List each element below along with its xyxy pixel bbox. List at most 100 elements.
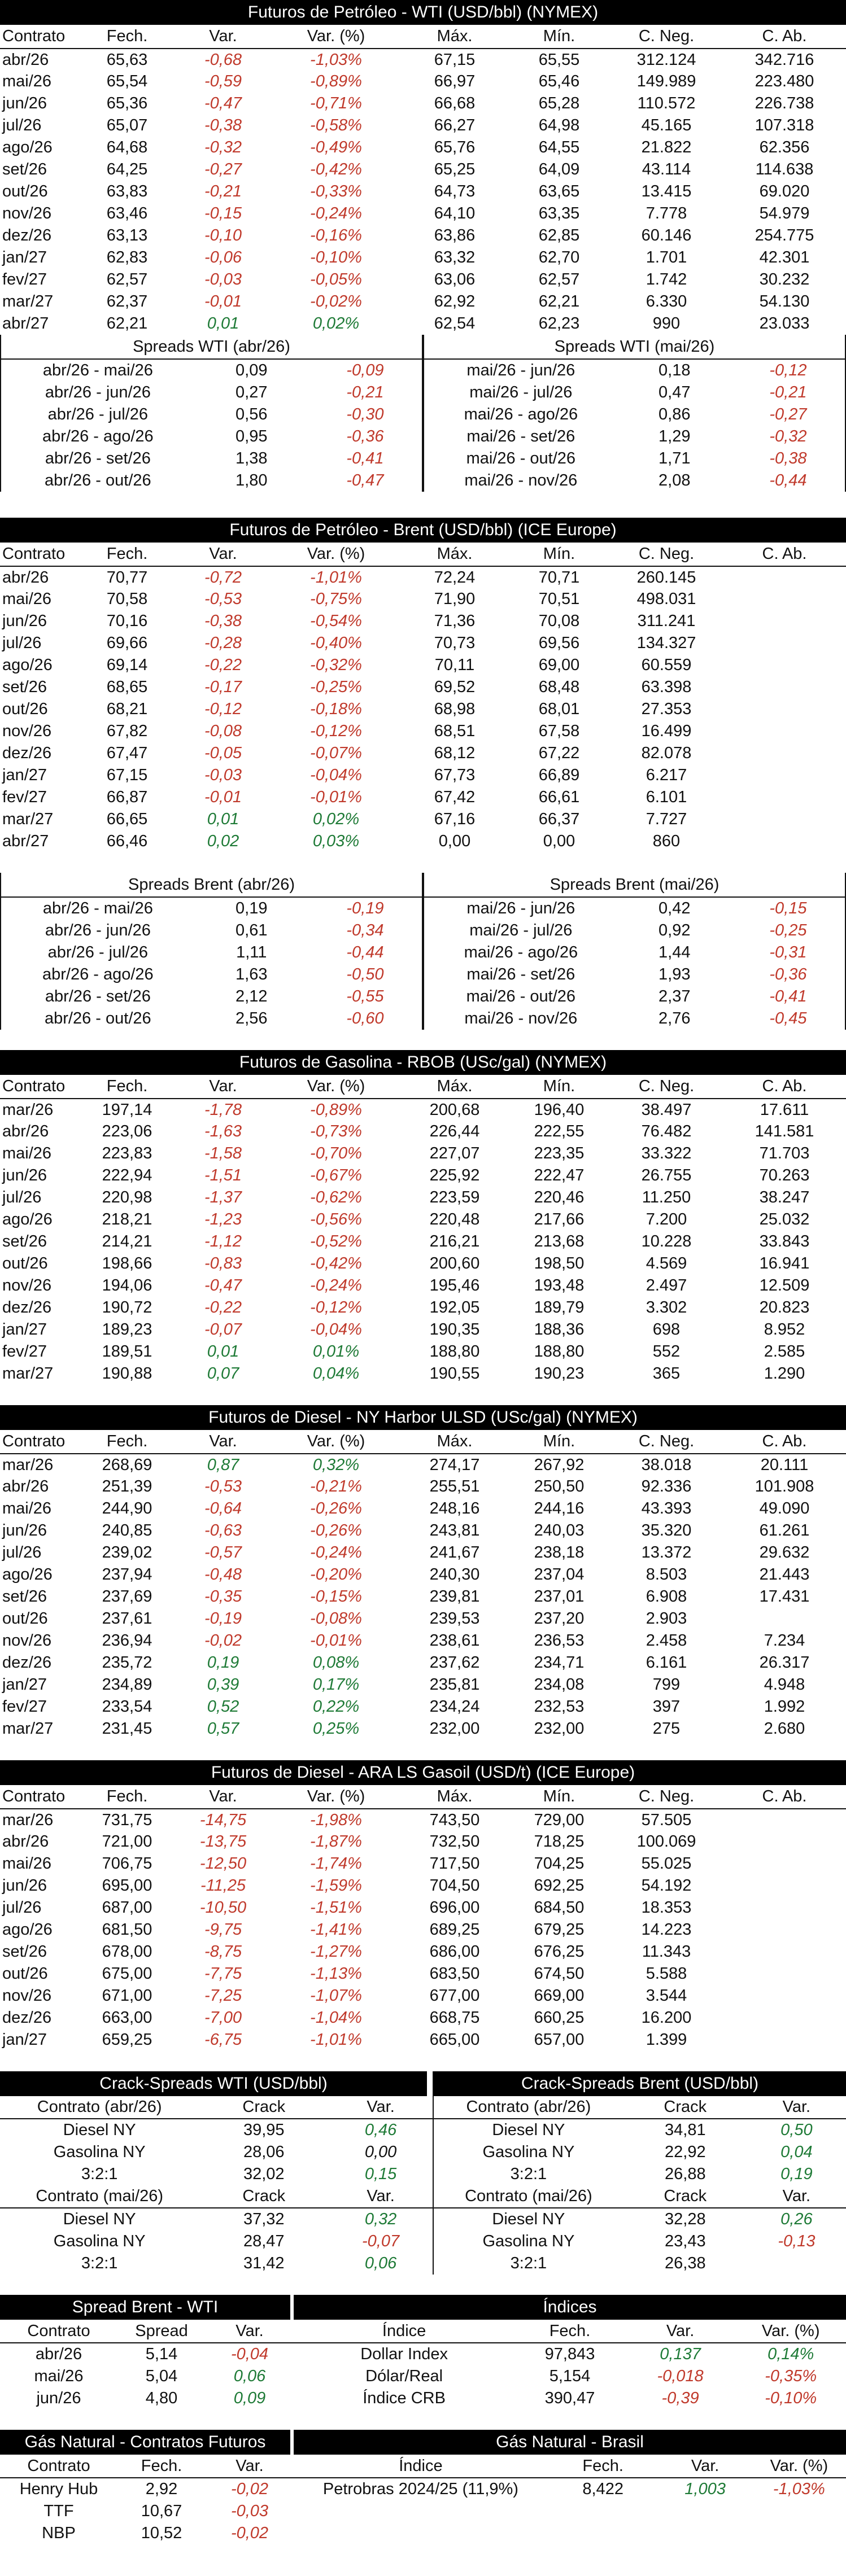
table-cell: Dollar Index (360, 2345, 448, 2363)
table-cell: 69,52 (434, 678, 476, 696)
spread-cell: 0,95 (236, 427, 268, 445)
table-cell: 0,19 (207, 1654, 239, 1672)
table-cell: 676,25 (534, 1943, 585, 1961)
table-row: fev/27 189,51 0,01 0,01% 188,80 188,80 552 2.58… (0, 1341, 846, 1363)
table-row: ago/26 218,21 -1,23 -0,56% 220,48 217,66 7.200… (0, 1209, 846, 1231)
table-cell: 0,87 (207, 1455, 239, 1474)
table-cell: 67,15 (106, 766, 148, 784)
table-cell: 4,80 (145, 2389, 178, 2407)
table-cell: 69,56 (538, 634, 580, 652)
column-header: Var. (175, 25, 271, 49)
column-header: C. Neg. (610, 543, 723, 567)
table-cell: mai/26 (2, 1144, 52, 1162)
spread-row: abr/26 - jun/26 0,61 -0,34 (1, 920, 422, 942)
table-row: jan/27 659,25 -6,75 -1,01% 665,00 657,00 1.399 (0, 2029, 846, 2051)
table-cell: 1.399 (646, 2031, 687, 2049)
table-cell: 0,52 (207, 1698, 239, 1716)
table-cell: mar/26 (2, 1810, 54, 1829)
table-row: abr/26 65,63 -0,68 -1,03% 67,15 65,55 312.124 3… (0, 49, 846, 71)
column-header: Var. (175, 1075, 271, 1099)
table-cell: 659,25 (102, 2031, 152, 2049)
wti-spreads-left-title: Spreads WTI (abr/26) (1, 335, 422, 360)
table-cell: -1,98% (310, 1810, 362, 1829)
table-cell: 65,63 (106, 50, 148, 69)
table-cell: 717,50 (429, 1855, 480, 1873)
crack-row: 3:2:1 32,02 0,15 (0, 2163, 433, 2185)
table-cell: ago/26 (2, 138, 53, 156)
table-cell: -0,05 (204, 744, 242, 762)
table-cell: -0,20% (310, 1565, 362, 1584)
column-header: Mín. (508, 1785, 610, 1809)
crack-row: Gasolina NY 28,06 0,00 (0, 2141, 433, 2163)
table-cell: -0,21% (310, 1477, 362, 1495)
table-cell: 66,97 (434, 72, 476, 90)
table-cell: -0,68 (204, 50, 242, 69)
table-row: mai/26 70,58 -0,53 -0,75% 71,90 70,51 498.031 (0, 588, 846, 610)
crack-cell: 28,06 (243, 2143, 285, 2161)
table-cell: nov/26 (2, 1987, 52, 2005)
table-cell: 189,79 (534, 1298, 585, 1317)
table-cell: 12.509 (759, 1276, 810, 1294)
table-cell: jun/26 (2, 94, 47, 112)
table-cell: 67,22 (538, 744, 580, 762)
table-cell: 92.336 (641, 1477, 692, 1495)
spread-cell: -0,21 (346, 383, 384, 401)
table-row: abr/26 251,39 -0,53 -0,21% 255,51 250,50 92.33… (0, 1476, 846, 1498)
gas-brasil: Gás Natural - Brasil Índice Fech. Var. Var.… (294, 2430, 846, 2544)
table-cell: -0,59 (204, 72, 242, 90)
table-cell: 7.200 (646, 1210, 687, 1228)
crack-brent-title: Crack-Spreads Brent (USD/bbl) (434, 2071, 846, 2096)
spread-cell: mai/26 - jun/26 (466, 899, 575, 917)
table-cell: 26.755 (641, 1166, 692, 1184)
table-cell: 240,85 (102, 1521, 152, 1540)
table-cell: -0,15% (310, 1587, 362, 1606)
column-header: Máx. (401, 25, 508, 49)
table-cell: 14.223 (641, 1921, 692, 1939)
column-header: Índice (294, 2320, 515, 2343)
table-row: fev/27 233,54 0,52 0,22% 234,24 232,53 397 1.99… (0, 1696, 846, 1718)
spread-cell: 0,47 (659, 383, 691, 401)
table-cell (723, 566, 846, 588)
table-cell: 223,83 (102, 1144, 152, 1162)
table-cell: jan/27 (2, 2031, 47, 2049)
crack-row: Diesel NY 34,81 0,50 (434, 2119, 846, 2141)
table-row: Petrobras 2024/25 (11,9%) 8,422 1,003 -1,03… (294, 2478, 846, 2500)
table-row: jan/27 67,15 -0,03 -0,04% 67,73 66,89 6.217 (0, 764, 846, 786)
table-cell: 62.356 (759, 138, 810, 156)
table-cell: out/26 (2, 182, 48, 200)
table-cell: -0,21 (204, 182, 242, 200)
table-cell (723, 1809, 846, 1831)
table-cell: 240,30 (429, 1565, 480, 1584)
table-cell: -1,01% (310, 568, 362, 587)
table-cell: 0,04% (312, 1364, 360, 1383)
crack-row: 3:2:1 31,42 0,06 (0, 2253, 433, 2275)
table-cell: jun/26 (2, 1521, 47, 1540)
spread-row: mai/26 - out/26 2,37 -0,41 (424, 986, 845, 1008)
table-cell: 0,01 (207, 810, 239, 828)
table-cell: mar/26 (2, 1100, 54, 1119)
table-cell: fev/27 (2, 1342, 47, 1361)
wti-spreads: Spreads WTI (abr/26) abr/26 - mai/26 0,09… (0, 335, 846, 492)
table-cell: jan/27 (2, 1676, 47, 1694)
spread-cell: 1,11 (236, 943, 267, 961)
table-cell: 311.241 (637, 612, 696, 630)
table-cell: -0,38 (204, 116, 242, 134)
spread-cell: 1,38 (236, 449, 268, 467)
table-row: mai/26 223,83 -1,58 -0,70% 227,07 223,35 33.32… (0, 1143, 846, 1165)
crack-cell: 31,42 (243, 2254, 285, 2272)
indices: Índices Índice Fech. Var. Var. (%) Dollar In… (294, 2295, 846, 2409)
table-cell: 190,23 (534, 1364, 585, 1383)
table-cell: 692,25 (534, 1877, 585, 1895)
table-cell: 69.020 (759, 182, 810, 200)
spread-cell: -0,55 (346, 987, 384, 1005)
column-header: Crack (623, 2185, 747, 2208)
table-cell: 239,81 (429, 1587, 480, 1606)
table-cell: 200,60 (429, 1254, 480, 1272)
table-cell: 149.989 (636, 72, 696, 90)
spread-cell: abr/26 - set/26 (45, 987, 151, 1005)
crack-row: 3:2:1 26,88 0,19 (434, 2163, 846, 2185)
column-header: Contrato (0, 1075, 79, 1099)
table-cell: 65,55 (538, 50, 580, 69)
table-cell: -0,22 (204, 1298, 242, 1317)
table-cell: 45.165 (641, 116, 692, 134)
